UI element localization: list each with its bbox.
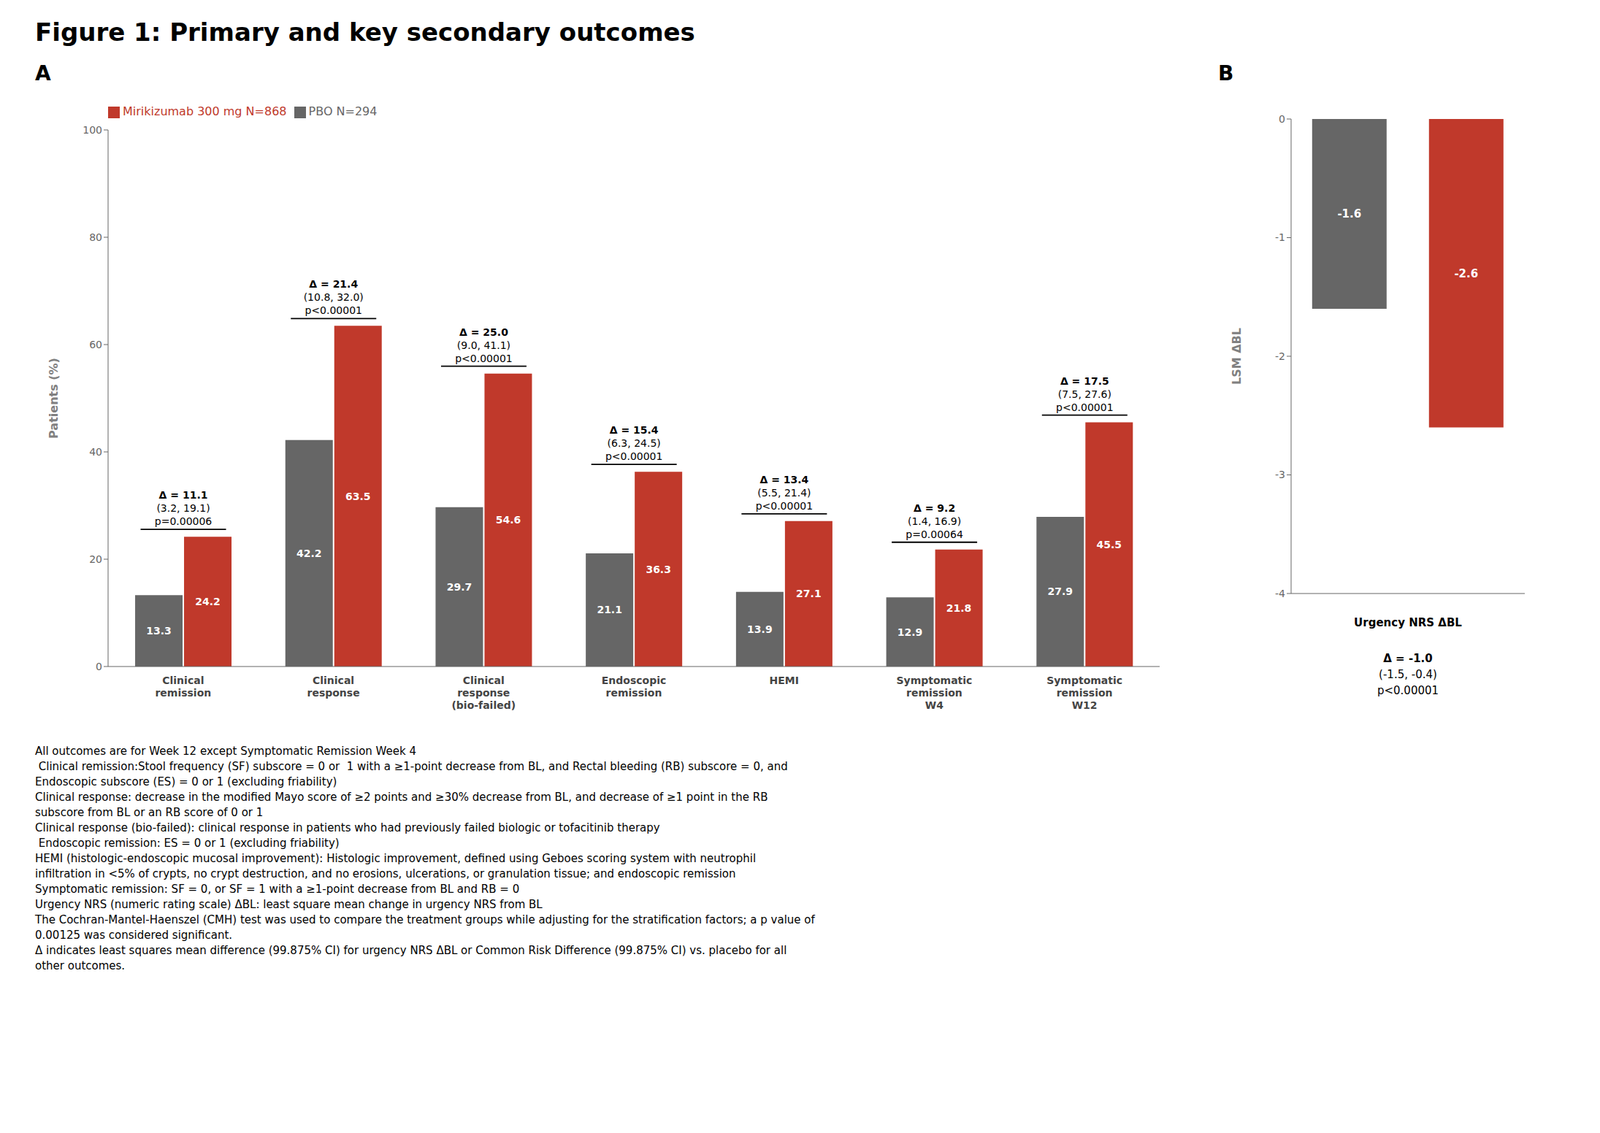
svg-text:-3: -3	[1275, 468, 1286, 481]
svg-text:(5.5, 21.4): (5.5, 21.4)	[757, 487, 811, 499]
html-text:Urgency NRS (numeric rating sc: Urgency NRS (numeric rating scale) ΔBL: …	[35, 898, 543, 912]
svg-text:40: 40	[89, 446, 103, 458]
html-text:Clinical response (bio-failed): Clinical response (bio-failed): clinical…	[35, 821, 660, 835]
svg-text:20: 20	[89, 553, 103, 566]
html-text:Symptomatic remission: SF = 0,: Symptomatic remission: SF = 0, or SF = 1…	[35, 882, 520, 897]
svg-text:13.3: 13.3	[146, 625, 172, 637]
html-text:Clinical remission:Stool frequ: Clinical remission:Stool frequency (SF) …	[35, 760, 788, 774]
svg-text:45.5: 45.5	[1096, 538, 1123, 551]
svg-text:Patients (%): Patients (%)	[46, 357, 61, 439]
svg-text:63.5: 63.5	[345, 490, 371, 503]
svg-text:29.7: 29.7	[446, 581, 473, 593]
svg-text:SymptomaticremissionW12: SymptomaticremissionW12	[1046, 674, 1123, 712]
html-text:p<0.00001: p<0.00001	[1377, 684, 1439, 698]
html-text:B: B	[1218, 61, 1234, 86]
svg-text:Δ = 15.4: Δ = 15.4	[609, 424, 659, 436]
svg-text:Δ = 17.5: Δ = 17.5	[1060, 375, 1110, 388]
html-text:Mirikizumab 300 mg N=868: Mirikizumab 300 mg N=868	[122, 104, 287, 119]
svg-text:p=0.00064: p=0.00064	[905, 528, 964, 541]
svg-text:-1.6: -1.6	[1337, 207, 1362, 221]
html-text:The Cochran-Mantel-Haenszel (C: The Cochran-Mantel-Haenszel (CMH) test w…	[35, 913, 815, 927]
svg-text:Δ = 9.2: Δ = 9.2	[913, 502, 956, 515]
html-text:0.00125 was considered signifi: 0.00125 was considered significant.	[35, 928, 233, 943]
html-text:other outcomes.: other outcomes.	[35, 959, 126, 973]
svg-text:0: 0	[1278, 113, 1286, 125]
svg-text:36.3: 36.3	[645, 563, 672, 576]
svg-text:0: 0	[95, 660, 103, 673]
svg-text:p<0.00001: p<0.00001	[755, 500, 814, 512]
svg-text:p<0.00001: p<0.00001	[1055, 401, 1114, 414]
svg-text:SymptomaticremissionW4: SymptomaticremissionW4	[896, 674, 972, 712]
svg-text:(7.5, 27.6): (7.5, 27.6)	[1058, 388, 1112, 401]
html-text:HEMI (histologic-endoscopic mu: HEMI (histologic-endoscopic mucosal impr…	[35, 852, 756, 866]
svg-text:27.9: 27.9	[1047, 585, 1074, 598]
svg-text:80: 80	[89, 231, 103, 244]
html-text:Δ = -1.0: Δ = -1.0	[1383, 652, 1433, 666]
html-text:Figure 1: Primary and key seco: Figure 1: Primary and key secondary outc…	[35, 17, 696, 47]
html-text:Δ indicates least squares mean: Δ indicates least squares mean differenc…	[35, 944, 787, 958]
svg-text:p<0.00001: p<0.00001	[304, 304, 363, 317]
svg-text:Δ = 21.4: Δ = 21.4	[308, 278, 358, 290]
html-text:PBO N=294: PBO N=294	[308, 104, 378, 119]
svg-text:-4: -4	[1275, 587, 1286, 600]
svg-text:27.1: 27.1	[795, 587, 822, 600]
svg-text:Endoscopicremission: Endoscopicremission	[601, 674, 667, 699]
svg-text:Δ = 13.4: Δ = 13.4	[759, 473, 809, 486]
svg-text:-2: -2	[1275, 350, 1286, 363]
svg-text:12.9: 12.9	[897, 626, 924, 639]
html-text:(-1.5, -0.4): (-1.5, -0.4)	[1378, 668, 1438, 682]
svg-text:21.8: 21.8	[946, 602, 972, 615]
svg-text:(1.4, 16.9): (1.4, 16.9)	[907, 515, 962, 528]
svg-text:Urgency NRS ΔBL: Urgency NRS ΔBL	[1353, 616, 1462, 630]
svg-text:Clinicalremission: Clinicalremission	[154, 674, 212, 699]
svg-text:60: 60	[89, 338, 103, 351]
html-text:Endoscopic remission: ES = 0 o: Endoscopic remission: ES = 0 or 1 (exclu…	[35, 836, 340, 851]
svg-text:(9.0, 41.1): (9.0, 41.1)	[457, 339, 511, 352]
svg-text:-2.6: -2.6	[1453, 267, 1479, 281]
html-text:A: A	[35, 61, 51, 86]
svg-text:100: 100	[82, 124, 103, 136]
html-text:Endoscopic subscore (ES) = 0 o: Endoscopic subscore (ES) = 0 or 1 (exclu…	[35, 775, 337, 789]
html-text:All outcomes are for Week 12 e: All outcomes are for Week 12 except Symp…	[35, 744, 417, 759]
svg-text:Δ = 11.1: Δ = 11.1	[159, 489, 209, 501]
svg-text:21.1: 21.1	[596, 603, 623, 616]
svg-text:LSM ΔBL: LSM ΔBL	[1229, 327, 1244, 385]
svg-text:(6.3, 24.5): (6.3, 24.5)	[607, 437, 661, 450]
svg-text:(10.8, 32.0): (10.8, 32.0)	[303, 291, 364, 304]
html-text:Clinical response: decrease in: Clinical response: decrease in the modif…	[35, 790, 768, 805]
html-text:infiltration in <5% of crypts,: infiltration in <5% of crypts, no crypt …	[35, 867, 736, 881]
svg-text:42.2: 42.2	[296, 547, 323, 560]
svg-text:-1: -1	[1275, 231, 1286, 244]
svg-text:Δ = 25.0: Δ = 25.0	[459, 326, 509, 339]
svg-text:13.9: 13.9	[747, 623, 773, 636]
svg-text:(3.2, 19.1): (3.2, 19.1)	[156, 502, 210, 515]
svg-text:p=0.00006: p=0.00006	[154, 515, 213, 528]
svg-text:54.6: 54.6	[495, 514, 522, 526]
html-text:subscore from BL or an RB scor: subscore from BL or an RB score of 0 or …	[35, 806, 264, 820]
svg-text:Clinicalresponse(bio-failed): Clinicalresponse(bio-failed)	[451, 674, 516, 712]
svg-text:p<0.00001: p<0.00001	[454, 352, 513, 365]
svg-text:HEMI: HEMI	[769, 674, 799, 687]
svg-text:p<0.00001: p<0.00001	[605, 450, 664, 463]
svg-text:Clinicalresponse: Clinicalresponse	[306, 674, 360, 699]
svg-text:24.2: 24.2	[194, 595, 221, 608]
